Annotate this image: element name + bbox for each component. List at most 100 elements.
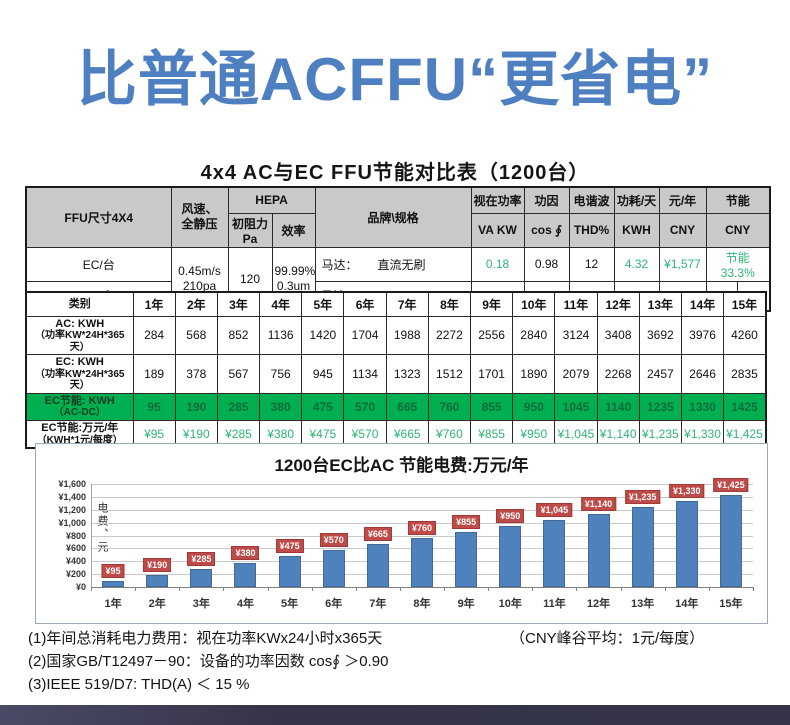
header-wind: 风速、 全静压 bbox=[170, 186, 229, 248]
chart-bar-label: ¥1,330 bbox=[669, 484, 705, 499]
chart-bar bbox=[675, 501, 698, 587]
year-cell: 568 bbox=[174, 315, 218, 356]
x-tick-mark bbox=[399, 587, 401, 591]
chart-bar-label: ¥475 bbox=[275, 539, 304, 554]
chart-bar-label: ¥285 bbox=[187, 551, 216, 566]
x-tick-mark bbox=[179, 587, 181, 591]
category-header: 类别 bbox=[25, 291, 134, 317]
chart-bar-label: ¥380 bbox=[231, 545, 260, 560]
chart-bar bbox=[499, 525, 522, 587]
header-efficiency: 效率 bbox=[271, 212, 316, 248]
row-label-main: AC: KWH bbox=[55, 317, 105, 330]
x-tick-label: 11年 bbox=[543, 598, 566, 610]
chart-bar bbox=[366, 544, 389, 587]
chart-bar-label: ¥855 bbox=[452, 514, 481, 529]
chart-bar bbox=[587, 513, 610, 587]
header-ffu-size: FFU尺寸4X4 bbox=[25, 186, 172, 248]
chart-bar bbox=[631, 507, 654, 587]
year-cell: 3124 bbox=[554, 315, 598, 356]
header-yuan-year: 元/年 bbox=[658, 186, 707, 214]
year-header-14: 14年 bbox=[680, 291, 725, 317]
x-tick-mark bbox=[488, 587, 490, 591]
row-label-main: EC节能:万元/年 bbox=[41, 421, 119, 434]
year-cell: 945 bbox=[301, 354, 345, 394]
chart-bar-label: ¥950 bbox=[496, 508, 525, 523]
year-cell: 1890 bbox=[512, 354, 556, 394]
year-cell: 1512 bbox=[427, 354, 472, 394]
x-tick-mark bbox=[267, 587, 269, 591]
header-harmonic: 电谐波 bbox=[568, 186, 615, 214]
row-label-sub: （KWH*1元/每度） bbox=[36, 434, 123, 446]
year-cell: 950 bbox=[512, 392, 556, 421]
x-tick-label: 14年 bbox=[675, 598, 699, 610]
row-label-main: EC节能: KWH bbox=[44, 394, 115, 407]
year-cell: 1704 bbox=[343, 315, 387, 356]
chart-bar bbox=[190, 568, 213, 587]
ec-thd: 12 bbox=[568, 246, 615, 282]
x-tick-mark bbox=[444, 587, 446, 591]
ec-saving: 节能 33.3% bbox=[705, 246, 771, 282]
header-thd: THD% bbox=[568, 212, 615, 248]
chart-bar bbox=[234, 562, 257, 587]
year-cell: 190 bbox=[174, 392, 218, 421]
y-tick-label: ¥1,000 bbox=[58, 517, 86, 528]
x-tick-label: 1年 bbox=[104, 598, 122, 610]
header-consumption-day: 功耗/天 bbox=[613, 186, 660, 214]
chart-bar-label: ¥95 bbox=[101, 563, 125, 578]
year-cell: 2646 bbox=[680, 354, 725, 394]
footnotes: (1)年间总消耗电力费用：视在功率KWx24小时x365天 （CNY峰谷平均：1… bbox=[28, 627, 768, 696]
year-cell: 2556 bbox=[469, 315, 514, 356]
wind-value: 0.45m/s 210pa bbox=[170, 246, 229, 312]
year-cell: 285 bbox=[216, 392, 261, 421]
header-cny-saving: CNY bbox=[705, 212, 771, 248]
year-header-5: 5年 bbox=[301, 291, 345, 317]
x-tick-mark bbox=[311, 587, 313, 591]
row-label-sub: （功率KW*24H*365天） bbox=[35, 368, 125, 392]
year-cell: 189 bbox=[132, 354, 176, 394]
year-data-row-2: EC: KWH （功率KW*24H*365天） 189 378 567 756 945 113… bbox=[25, 354, 767, 394]
x-tick-mark bbox=[753, 587, 754, 591]
x-tick-label: 10年 bbox=[498, 598, 522, 610]
chart-bar-label: ¥1,425 bbox=[713, 478, 749, 493]
year-header-8: 8年 bbox=[427, 291, 472, 317]
x-tick-label: 12年 bbox=[586, 598, 611, 610]
year-data-row-1: AC: KWH （功率KW*24H*365天） 284 568 852 1136 1420 1… bbox=[25, 315, 767, 356]
note-1: (1)年间总消耗电力费用：视在功率KWx24小时x365天 （CNY峰谷平均：1… bbox=[28, 627, 768, 650]
year-cell: 2268 bbox=[596, 354, 640, 394]
year-cell: 1235 bbox=[638, 392, 682, 421]
year-cell: 2079 bbox=[554, 354, 598, 394]
year-cell: 760 bbox=[427, 392, 472, 421]
ec-va: 0.18 bbox=[470, 246, 525, 282]
chart-bar-label: ¥190 bbox=[143, 557, 172, 572]
x-tick-mark bbox=[532, 587, 534, 591]
chart-bar-label: ¥570 bbox=[319, 533, 348, 548]
chart-bar bbox=[322, 550, 345, 587]
year-header-2: 2年 bbox=[174, 291, 218, 317]
year-cell: 1136 bbox=[259, 315, 303, 356]
ec-brand: 马达： 直流无刷 bbox=[314, 246, 472, 282]
year-cell: 380 bbox=[259, 392, 303, 421]
year-cell: 1425 bbox=[723, 392, 767, 421]
year-cell: 852 bbox=[216, 315, 261, 356]
year-cell: 2840 bbox=[512, 315, 556, 356]
y-tick-label: ¥400 bbox=[65, 556, 86, 567]
chart-bar-label: ¥760 bbox=[407, 521, 437, 536]
ec-cny: ¥1,577 bbox=[658, 246, 707, 282]
year-header-4: 4年 bbox=[259, 291, 303, 317]
year-cell: 1140 bbox=[596, 392, 640, 421]
x-axis-line bbox=[91, 587, 753, 588]
footer-bar bbox=[0, 705, 790, 725]
year-header-1: 1年 bbox=[132, 291, 176, 317]
y-tick-label: ¥1,200 bbox=[58, 504, 86, 515]
ec-label: EC/台 bbox=[25, 246, 172, 282]
year-header-12: 12年 bbox=[596, 291, 640, 317]
year-cell: 570 bbox=[343, 392, 387, 421]
x-tick-label: 8年 bbox=[413, 598, 431, 610]
y-axis-title: 电费、元 bbox=[96, 502, 108, 554]
y-tick-label: ¥0 bbox=[75, 582, 86, 592]
year-cell: 1323 bbox=[385, 354, 429, 394]
x-tick-label: 5年 bbox=[281, 598, 299, 610]
year-header-3: 3年 bbox=[216, 291, 261, 317]
spec-row-ec: EC/台 0.45m/s 210pa 120 99.99% 0.3um 马达： … bbox=[25, 246, 771, 312]
header-kwh: KWH bbox=[613, 212, 660, 248]
